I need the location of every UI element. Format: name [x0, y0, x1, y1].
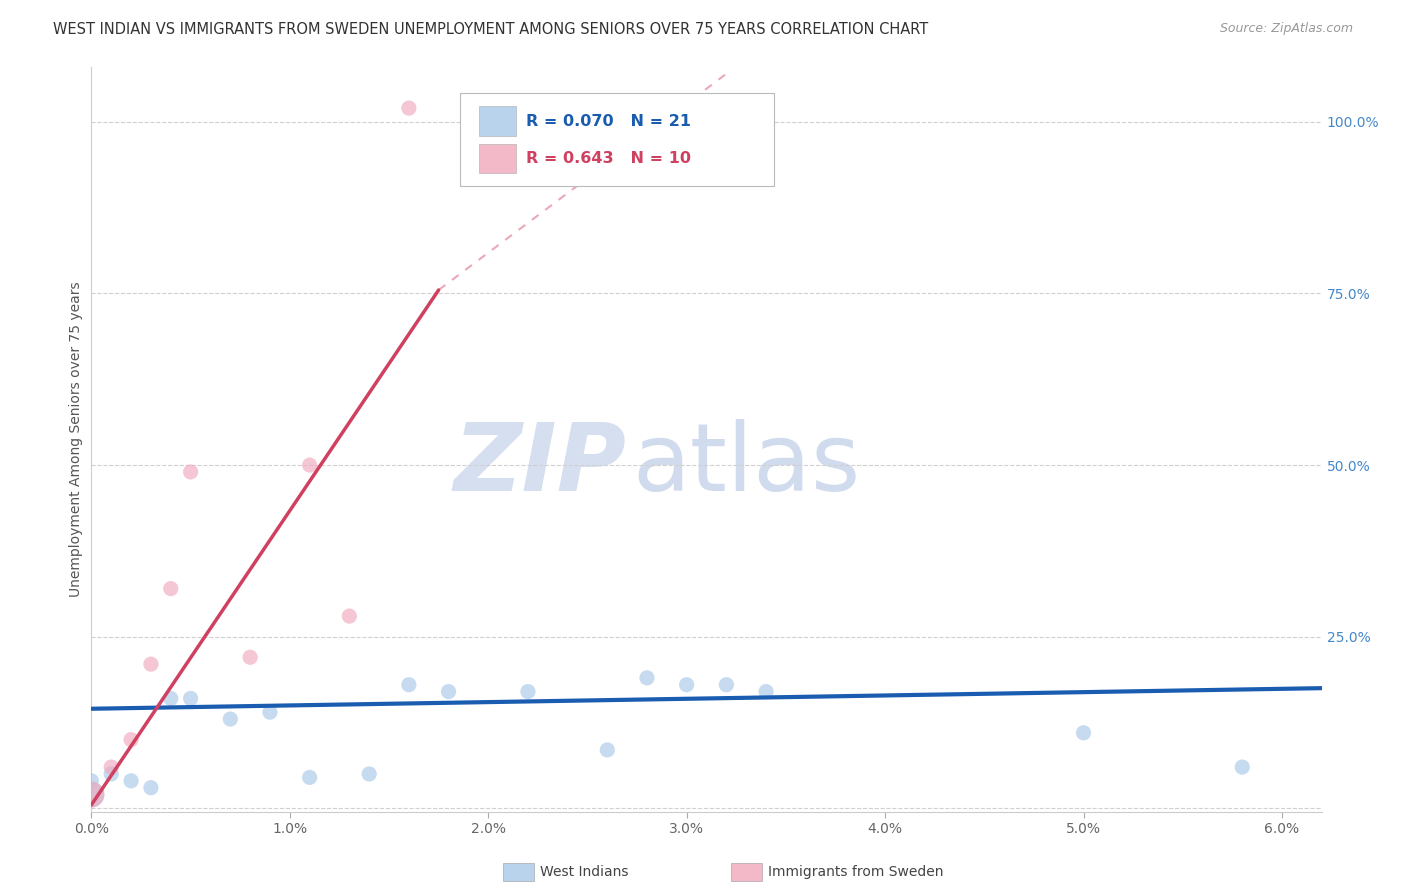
Point	[80, 773, 103, 788]
Point	[1073, 725, 1095, 739]
Point	[120, 732, 142, 747]
Point	[596, 743, 619, 757]
Bar	[479, 144, 516, 173]
Text: R = 0.070   N = 21: R = 0.070 N = 21	[526, 114, 690, 128]
Point	[1232, 760, 1254, 774]
Point	[359, 767, 381, 781]
Text: Immigrants from Sweden: Immigrants from Sweden	[768, 865, 943, 880]
Point	[298, 458, 321, 472]
Point	[398, 678, 420, 692]
Point	[100, 767, 122, 781]
Point	[159, 691, 181, 706]
Point	[180, 691, 202, 706]
Point	[675, 678, 697, 692]
Bar	[479, 106, 516, 136]
Text: ZIP: ZIP	[454, 419, 627, 511]
Point	[159, 582, 181, 596]
Point	[239, 650, 262, 665]
Point	[516, 684, 538, 698]
Point	[259, 705, 281, 719]
Point	[100, 760, 122, 774]
Point	[180, 465, 202, 479]
Point	[716, 678, 738, 692]
Text: WEST INDIAN VS IMMIGRANTS FROM SWEDEN UNEMPLOYMENT AMONG SENIORS OVER 75 YEARS C: WEST INDIAN VS IMMIGRANTS FROM SWEDEN UN…	[53, 22, 929, 37]
Text: atlas: atlas	[633, 419, 860, 511]
Point	[80, 788, 103, 802]
Text: R = 0.643   N = 10: R = 0.643 N = 10	[526, 151, 690, 166]
Point	[337, 609, 360, 624]
Point	[398, 101, 420, 115]
Y-axis label: Unemployment Among Seniors over 75 years: Unemployment Among Seniors over 75 years	[69, 282, 83, 597]
Point	[219, 712, 242, 726]
Point	[636, 671, 658, 685]
Point	[298, 771, 321, 785]
Point	[120, 773, 142, 788]
Point	[139, 780, 162, 795]
Text: West Indians: West Indians	[540, 865, 628, 880]
FancyBboxPatch shape	[460, 93, 775, 186]
Point	[139, 657, 162, 672]
Point	[755, 684, 778, 698]
Point	[80, 788, 103, 802]
Text: Source: ZipAtlas.com: Source: ZipAtlas.com	[1219, 22, 1353, 36]
Point	[437, 684, 460, 698]
